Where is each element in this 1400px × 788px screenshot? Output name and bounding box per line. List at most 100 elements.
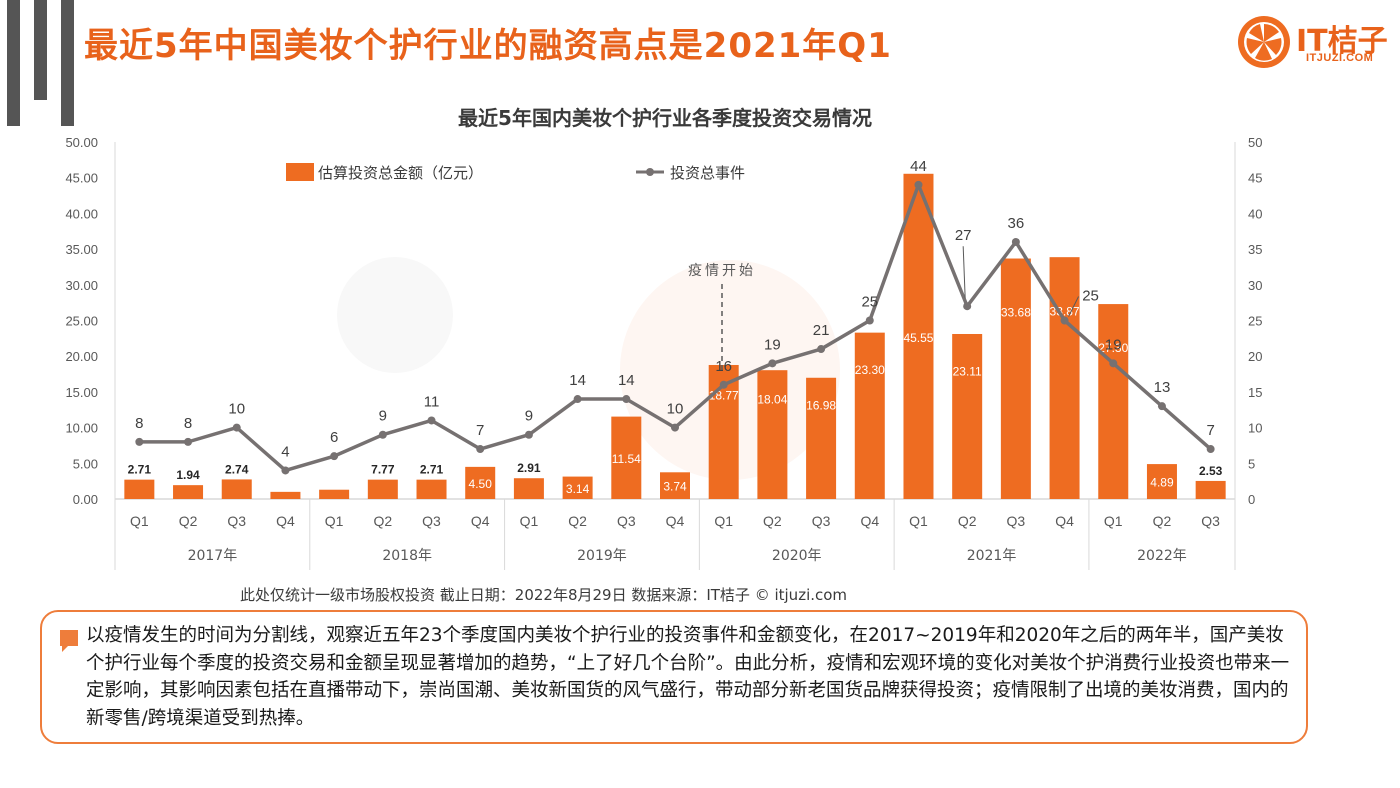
x-tick-label: Q1	[130, 513, 149, 529]
y-left-tick-label: 0.00	[73, 492, 98, 507]
y-left-tick-label: 5.00	[73, 456, 98, 471]
logo-text: IT桔子	[1296, 24, 1388, 59]
y-left-tick-label: 10.00	[65, 421, 98, 436]
bar	[124, 479, 155, 499]
line-value-label: 8	[184, 415, 192, 432]
legend-bar-swatch	[286, 163, 314, 181]
line-point	[671, 423, 679, 432]
x-tick-label: Q4	[860, 513, 879, 529]
line-point	[768, 359, 777, 368]
y-right-tick-label: 45	[1248, 171, 1262, 186]
line-point	[865, 316, 874, 325]
bar	[270, 491, 301, 499]
bar-value-label: 18.04	[757, 393, 787, 407]
decor-bar	[7, 0, 20, 126]
x-tick-label: Q2	[373, 513, 392, 529]
bar-value-label: 4.50	[469, 477, 493, 491]
y-right-tick-label: 50	[1248, 135, 1262, 150]
bar	[903, 173, 934, 499]
x-tick-label: Q1	[325, 513, 344, 529]
line-point	[1206, 445, 1215, 454]
x-tick-label: Q4	[471, 513, 490, 529]
line-value-label: 36	[1008, 215, 1025, 232]
line-value-label: 25	[1082, 288, 1099, 305]
x-tick-label: Q2	[179, 513, 198, 529]
line-value-label: 9	[525, 408, 533, 425]
decor-bar	[34, 0, 47, 100]
logo-subtext: ITJUZI.COM	[1306, 52, 1374, 64]
line-point	[184, 437, 193, 446]
bar	[319, 489, 350, 499]
itjuzi-logo: IT桔子 ITJUZI.COM	[1236, 14, 1388, 70]
line-value-label: 13	[1154, 379, 1171, 396]
x-tick-label: Q2	[1153, 513, 1172, 529]
line-value-label: 9	[379, 408, 387, 425]
investment-chart: 最近5年国内美妆个护行业各季度投资交易情况 估算投资总金额（亿元） 投资总事件 …	[65, 106, 1262, 570]
legend-bar-label: 估算投资总金额（亿元）	[318, 164, 483, 182]
line-series: 8 8 10 4 6 9 11 7 9 14 14 10 16 19 21 25 44 27 36 25 19 13 7	[135, 158, 1215, 475]
y-right-tick-label: 25	[1248, 314, 1262, 329]
bar-value-label: 2.71	[420, 463, 444, 477]
y-right-tick-label: 35	[1248, 242, 1262, 257]
line-point	[232, 423, 241, 432]
bar	[1098, 304, 1129, 499]
line-value-label: 16	[715, 358, 732, 375]
bar-value-label: 16.98	[806, 398, 836, 412]
bar-value-label: 2.74	[225, 462, 249, 476]
line-value-label: 4	[281, 443, 289, 460]
bar-value-label: 1.94	[176, 468, 200, 482]
y-right-tick-label: 30	[1248, 278, 1262, 293]
pandemic-start-label: 疫情开始	[688, 263, 756, 279]
bar	[952, 333, 983, 499]
line-point	[622, 395, 631, 404]
line-value-label: 14	[618, 372, 635, 389]
line-point	[1157, 402, 1166, 411]
year-group-label: 2021年	[967, 548, 1017, 564]
y-left-tick-label: 25.00	[65, 314, 98, 329]
line-value-label: 8	[135, 415, 143, 432]
year-group-label: 2020年	[772, 548, 822, 564]
x-tick-label: Q3	[812, 513, 831, 529]
y-right-tick-label: 10	[1248, 421, 1262, 436]
source-note: 此处仅统计一级市场股权投资 截止日期：2022年8月29日 数据来源：IT桔子 …	[240, 586, 848, 604]
x-tick-label: Q1	[714, 513, 733, 529]
x-tick-label: Q2	[763, 513, 782, 529]
bar	[1195, 480, 1226, 499]
y-left-tick-label: 40.00	[65, 206, 98, 221]
bar	[221, 479, 252, 499]
bar	[1146, 464, 1177, 499]
line-point	[281, 466, 290, 475]
y-right-tick-label: 40	[1248, 206, 1262, 221]
bar-value-label: 33.68	[1001, 305, 1031, 319]
bar-value-label: 45.55	[903, 331, 933, 345]
page-title: 最近5年中国美妆个护行业的融资高点是2021年Q1	[84, 26, 892, 66]
x-tick-label: Q1	[520, 513, 539, 529]
bar	[416, 479, 447, 499]
bar	[806, 377, 837, 499]
bar-value-label: 11.54	[612, 452, 641, 466]
x-tick-label: Q3	[227, 513, 246, 529]
year-group-label: 2019年	[577, 548, 627, 564]
y-right-tick-label: 15	[1248, 385, 1262, 400]
line-value-label: 11	[424, 393, 440, 410]
x-tick-label: Q2	[958, 513, 977, 529]
year-group-label: 2017年	[188, 548, 238, 564]
bar-value-label: 3.14	[566, 482, 590, 496]
bar-value-label: 23.11	[953, 364, 982, 378]
line-value-label: 27	[955, 227, 972, 244]
bar	[562, 476, 593, 499]
x-tick-label: Q3	[1007, 513, 1026, 529]
y-left-tick-label: 35.00	[65, 242, 98, 257]
bar	[611, 416, 642, 499]
y-left-tick-label: 45.00	[65, 171, 98, 186]
bar	[1049, 257, 1080, 499]
chart-title: 最近5年国内美妆个护行业各季度投资交易情况	[458, 106, 872, 130]
x-tick-label: Q1	[909, 513, 928, 529]
line-point	[330, 452, 339, 461]
line-point	[1060, 316, 1069, 325]
line-value-label: 10	[228, 401, 245, 418]
y-left-tick-label: 30.00	[65, 278, 98, 293]
line-value-label: 7	[1206, 422, 1214, 439]
y-right-tick-label: 5	[1248, 456, 1255, 471]
y-left-tick-label: 20.00	[65, 349, 98, 364]
